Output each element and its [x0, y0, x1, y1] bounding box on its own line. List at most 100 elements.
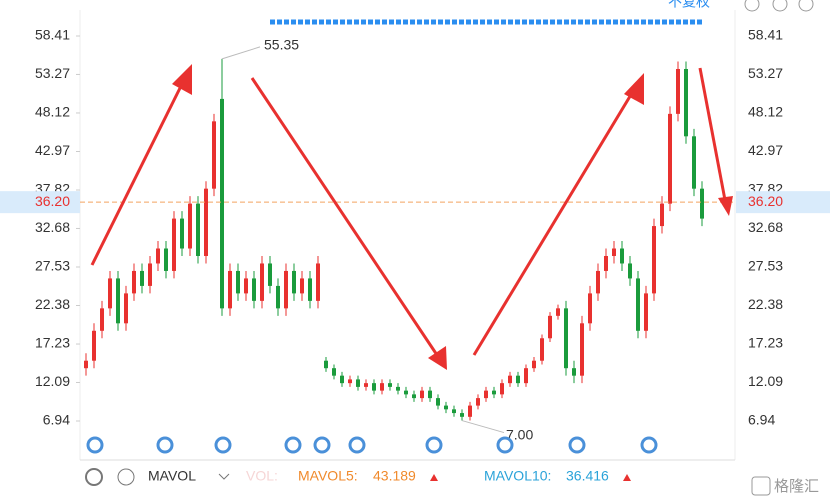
settings-icon[interactable] [85, 468, 103, 486]
high-label: 55.35 [264, 37, 299, 53]
mavol5-label: MAVOL5: [298, 468, 358, 484]
dropdown[interactable] [218, 473, 230, 480]
candle-body [628, 263, 632, 279]
y2-tick-label: 6.94 [748, 412, 775, 428]
candle-body [244, 278, 248, 294]
vol-label: VOL: [246, 468, 278, 484]
candle-body [284, 270, 288, 309]
candle-body [652, 226, 656, 294]
candle-body [572, 368, 576, 376]
candle-body [188, 203, 192, 249]
y2-tick-label: 58.41 [748, 27, 783, 43]
candle-body [620, 248, 624, 264]
candle-body [276, 285, 280, 309]
logo: 格隆汇 [774, 478, 819, 495]
candle-body [532, 360, 536, 369]
candle-body [508, 375, 512, 384]
leader-line [221, 46, 261, 60]
candle-body [388, 383, 392, 387]
candle-body [636, 278, 640, 331]
price-label: 36.20 [748, 193, 783, 209]
candle-body [100, 308, 104, 331]
candle-body [116, 278, 120, 324]
candle-body [492, 390, 496, 395]
candle-body [604, 255, 608, 271]
mavol5-value: 43.189 [373, 468, 416, 484]
candle-body [260, 263, 264, 301]
y2-tick-label: 22.38 [748, 296, 783, 312]
candle-body [436, 398, 440, 406]
y-tick-label: 42.97 [35, 142, 70, 158]
mavol10-value: 36.416 [566, 468, 609, 484]
candle-body [524, 368, 528, 384]
mavol10-label: MAVOL10: [484, 468, 551, 484]
candle-body [476, 398, 480, 406]
up-indicator [430, 474, 438, 481]
y-tick-label: 22.38 [35, 296, 70, 312]
zoom-out[interactable] [772, 0, 788, 12]
candle-body [292, 270, 296, 294]
candle-body [444, 405, 448, 410]
candle-body [84, 360, 88, 369]
candle-body [204, 188, 208, 256]
y2-tick-label: 17.23 [748, 335, 783, 351]
y2-tick-label: 42.97 [748, 142, 783, 158]
candle-body [428, 390, 432, 399]
candle-body [356, 379, 360, 387]
candle-body [548, 315, 552, 339]
indicator-name[interactable]: MAVOL [148, 468, 196, 484]
candle-body [180, 218, 184, 249]
price-box [0, 191, 80, 214]
adjust-toggle[interactable]: 不复权 [668, 0, 710, 10]
candle-body [452, 409, 456, 414]
candle-body [460, 413, 464, 417]
candle-body [580, 323, 584, 376]
zoom-icon[interactable] [744, 0, 760, 12]
candle-body [196, 203, 200, 256]
candle-body [468, 405, 472, 417]
price-box [736, 191, 830, 214]
candle-body [660, 203, 664, 227]
zoom-in[interactable] [798, 0, 814, 12]
candle-body [380, 383, 384, 391]
candle-body [132, 270, 136, 294]
low-label: 7.00 [506, 426, 533, 442]
candle-body [556, 308, 560, 316]
candle-body [516, 375, 520, 384]
candle-body [124, 293, 128, 324]
y-tick-label: 32.68 [35, 219, 70, 235]
candle-body [92, 330, 96, 361]
candle-body [692, 136, 696, 189]
candle-body [684, 68, 688, 137]
candle-body [412, 394, 416, 399]
y2-tick-label: 53.27 [748, 65, 783, 81]
y2-tick-label: 12.09 [748, 373, 783, 389]
candle-body [396, 386, 400, 391]
candle-body [564, 308, 568, 369]
up-indicator [623, 474, 631, 481]
candle-body [324, 360, 328, 369]
candle-body [316, 263, 320, 301]
logo-icon [751, 476, 771, 496]
arrows [90, 64, 733, 370]
candle-body [612, 248, 616, 256]
candle-body [156, 248, 160, 264]
y2-tick-label: 27.53 [748, 258, 783, 274]
close-icon[interactable] [117, 468, 135, 486]
y-tick-label: 58.41 [35, 27, 70, 43]
candle-body [308, 278, 312, 301]
candle-body [148, 263, 152, 286]
candle-body [340, 375, 344, 384]
candle-body [172, 218, 176, 271]
event-icons[interactable] [86, 436, 658, 454]
y-tick-label: 6.94 [43, 412, 70, 428]
y-tick-label: 48.12 [35, 104, 70, 120]
y-tick-label: 17.23 [35, 335, 70, 351]
candle-body [140, 270, 144, 286]
candle-body [348, 379, 352, 384]
candle-body [164, 248, 168, 271]
candle-body [540, 338, 544, 361]
